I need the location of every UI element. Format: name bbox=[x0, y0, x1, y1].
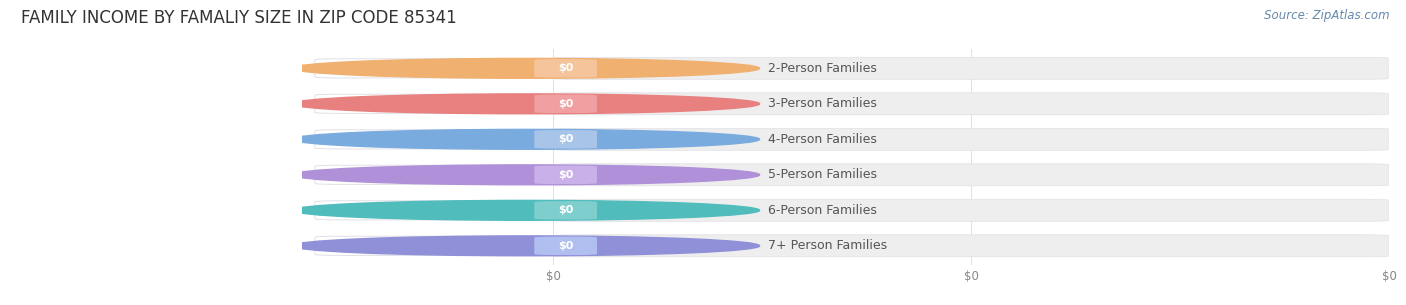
Circle shape bbox=[291, 236, 759, 256]
FancyBboxPatch shape bbox=[315, 94, 553, 113]
FancyBboxPatch shape bbox=[315, 130, 553, 149]
Text: FAMILY INCOME BY FAMALIY SIZE IN ZIP CODE 85341: FAMILY INCOME BY FAMALIY SIZE IN ZIP COD… bbox=[21, 9, 457, 27]
Text: $0: $0 bbox=[558, 134, 574, 144]
Circle shape bbox=[291, 94, 759, 114]
FancyBboxPatch shape bbox=[553, 93, 1389, 115]
Circle shape bbox=[291, 165, 759, 185]
FancyBboxPatch shape bbox=[553, 199, 1389, 221]
FancyBboxPatch shape bbox=[315, 236, 553, 255]
Text: 7+ Person Families: 7+ Person Families bbox=[768, 239, 887, 252]
Text: 6-Person Families: 6-Person Families bbox=[768, 204, 877, 217]
FancyBboxPatch shape bbox=[534, 237, 598, 255]
Text: $0: $0 bbox=[558, 205, 574, 215]
Circle shape bbox=[291, 58, 759, 78]
Text: 3-Person Families: 3-Person Families bbox=[768, 97, 877, 110]
Text: $0: $0 bbox=[558, 63, 574, 73]
FancyBboxPatch shape bbox=[553, 164, 1389, 186]
FancyBboxPatch shape bbox=[534, 59, 598, 77]
FancyBboxPatch shape bbox=[534, 166, 598, 184]
Text: 5-Person Families: 5-Person Families bbox=[768, 168, 877, 181]
FancyBboxPatch shape bbox=[534, 130, 598, 149]
FancyBboxPatch shape bbox=[534, 95, 598, 113]
FancyBboxPatch shape bbox=[534, 201, 598, 220]
Circle shape bbox=[291, 200, 759, 220]
Circle shape bbox=[291, 129, 759, 149]
FancyBboxPatch shape bbox=[553, 235, 1389, 257]
Text: Source: ZipAtlas.com: Source: ZipAtlas.com bbox=[1264, 9, 1389, 22]
Text: $0: $0 bbox=[558, 241, 574, 251]
FancyBboxPatch shape bbox=[315, 165, 553, 185]
Text: 4-Person Families: 4-Person Families bbox=[768, 133, 877, 146]
Text: 2-Person Families: 2-Person Families bbox=[768, 62, 877, 75]
FancyBboxPatch shape bbox=[315, 59, 553, 78]
Text: $0: $0 bbox=[558, 99, 574, 109]
FancyBboxPatch shape bbox=[553, 57, 1389, 79]
FancyBboxPatch shape bbox=[315, 201, 553, 220]
FancyBboxPatch shape bbox=[553, 128, 1389, 150]
Text: $0: $0 bbox=[558, 170, 574, 180]
